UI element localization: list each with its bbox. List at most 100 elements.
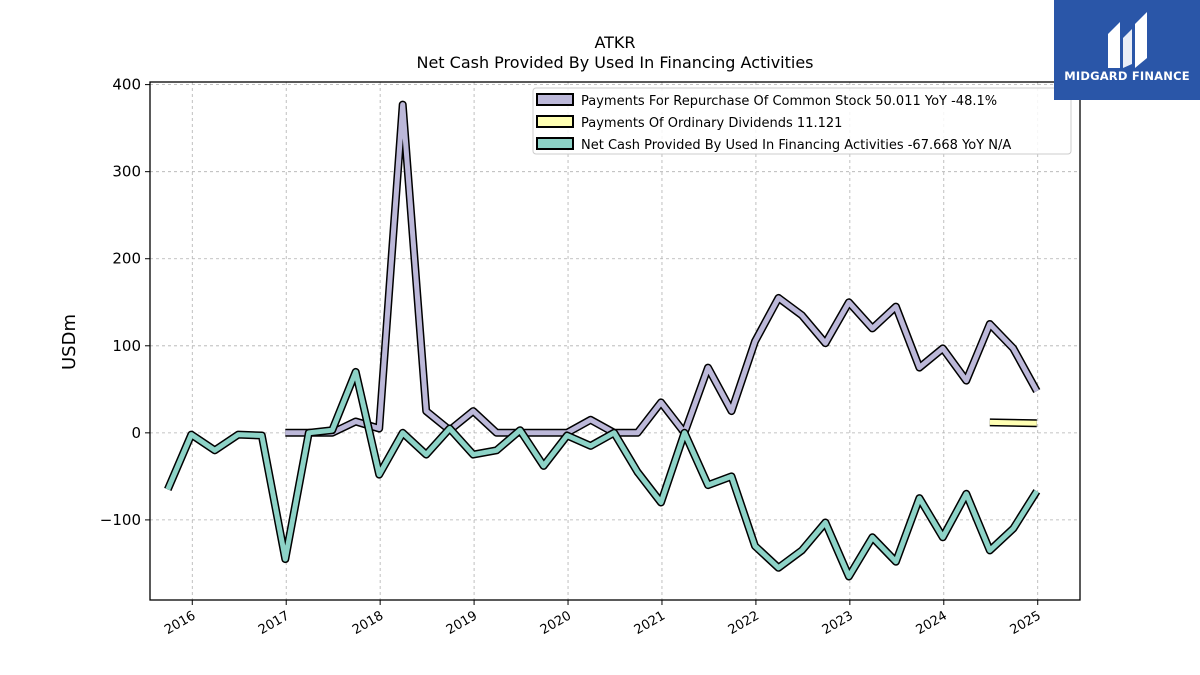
- data-point: [214, 449, 216, 451]
- data-point: [472, 453, 474, 455]
- data-point: [895, 560, 897, 562]
- logo: MIDGARD FINANCE: [1054, 0, 1200, 100]
- x-tick-label: 2017: [256, 608, 292, 638]
- legend: Payments For Repurchase Of Common Stock …: [532, 87, 1072, 155]
- y-axis-label: USDm: [59, 314, 80, 370]
- series-line: [989, 419, 1037, 426]
- series-2: [989, 418, 1037, 428]
- data-point: [331, 429, 333, 431]
- data-point: [660, 501, 662, 503]
- data-point: [519, 429, 521, 431]
- data-point: [707, 366, 709, 368]
- x-axis: 2016 2017 2018 2019 2020 2021 2022 2023 2024 2025: [162, 600, 1044, 638]
- data-point: [308, 432, 310, 434]
- data-point: [801, 549, 803, 551]
- data-point: [683, 432, 685, 434]
- data-point: [167, 488, 169, 490]
- data-point: [636, 432, 638, 434]
- data-point: [636, 471, 638, 473]
- legend-swatch: [536, 137, 574, 150]
- data-point: [754, 545, 756, 547]
- data-point: [895, 305, 897, 307]
- plot-frame: [149, 81, 1081, 601]
- data-point: [942, 347, 944, 349]
- chart-subtitle: Net Cash Provided By Used In Financing A…: [416, 53, 813, 72]
- data-point: [589, 419, 591, 421]
- series-3: [164, 367, 1041, 581]
- data-point: [871, 536, 873, 538]
- data-point: [989, 323, 991, 325]
- data-point: [261, 434, 263, 436]
- data-point: [355, 420, 357, 422]
- y-tick-label: 200: [112, 250, 141, 268]
- data-point: [918, 366, 920, 368]
- data-point: [472, 410, 474, 412]
- data-point: [989, 421, 991, 423]
- data-point: [848, 301, 850, 303]
- x-tick-label: 2018: [350, 608, 386, 638]
- series-line: [285, 102, 1039, 436]
- x-tick-label: 2020: [538, 608, 574, 638]
- y-tick-label: −100: [100, 511, 141, 529]
- x-tick-label: 2019: [444, 608, 480, 638]
- y-tick-label: 400: [112, 76, 141, 94]
- y-tick-label: 100: [112, 337, 141, 355]
- legend-swatch: [536, 115, 574, 128]
- logo-text: MIDGARD FINANCE: [1064, 69, 1190, 83]
- data-point: [965, 379, 967, 381]
- data-point: [542, 465, 544, 467]
- data-point: [613, 432, 615, 434]
- data-point: [237, 433, 239, 435]
- data-point: [660, 401, 662, 403]
- data-point: [730, 475, 732, 477]
- x-tick-label: 2021: [632, 608, 668, 638]
- data-point: [589, 445, 591, 447]
- x-tick-label: 2025: [1008, 608, 1044, 638]
- data-point: [401, 432, 403, 434]
- legend-swatch: [536, 93, 574, 106]
- y-tick-label: 300: [112, 163, 141, 181]
- series-line: [165, 369, 1039, 579]
- legend-label: Net Cash Provided By Used In Financing A…: [581, 138, 1011, 153]
- data-point: [425, 410, 427, 412]
- data-point: [1036, 390, 1038, 392]
- x-tick-label: 2016: [162, 608, 198, 638]
- data-point: [542, 432, 544, 434]
- data-point: [378, 427, 380, 429]
- data-point: [918, 497, 920, 499]
- data-point: [801, 314, 803, 316]
- data-point: [965, 493, 967, 495]
- data-point: [401, 103, 403, 105]
- series-1: [284, 100, 1041, 437]
- data-point: [777, 297, 779, 299]
- data-point: [448, 427, 450, 429]
- series-line-outline: [164, 367, 1041, 581]
- data-point: [730, 410, 732, 412]
- x-tick-label: 2024: [914, 608, 950, 638]
- data-point: [284, 558, 286, 560]
- data-point: [707, 484, 709, 486]
- data-point: [1012, 527, 1014, 529]
- y-axis: −100 0 100 200 300 400: [100, 76, 150, 529]
- data-point: [566, 434, 568, 436]
- data-point: [1012, 347, 1014, 349]
- x-tick-label: 2022: [726, 608, 762, 638]
- data-point: [777, 567, 779, 569]
- data-point: [425, 453, 427, 455]
- data-point: [284, 432, 286, 434]
- chart-title: ATKR: [594, 33, 635, 52]
- data-point: [378, 473, 380, 475]
- data-point: [824, 342, 826, 344]
- legend-label: Payments For Repurchase Of Common Stock …: [581, 94, 997, 109]
- legend-box: [532, 87, 1072, 155]
- data-point: [754, 340, 756, 342]
- data-point: [190, 433, 192, 435]
- data-point: [824, 521, 826, 523]
- grid: [150, 82, 1080, 600]
- data-point: [848, 575, 850, 577]
- midgard-finance-logo-icon: [1108, 12, 1147, 68]
- series-layer: [164, 100, 1041, 581]
- data-point: [355, 371, 357, 373]
- y-tick-label: 0: [131, 424, 141, 442]
